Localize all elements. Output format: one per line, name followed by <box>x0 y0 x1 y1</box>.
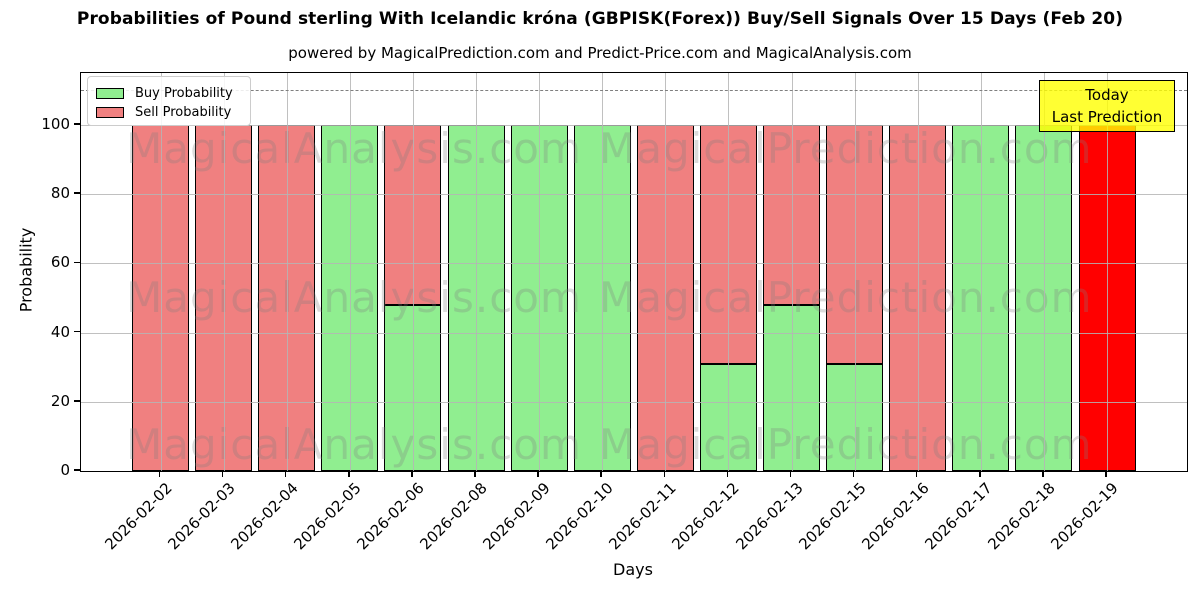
x-tick-mark <box>600 472 602 477</box>
chart-subtitle: powered by MagicalPrediction.com and Pre… <box>288 44 912 62</box>
x-tick-mark <box>348 472 350 477</box>
vertical-gridline <box>917 73 919 471</box>
x-tick-label: 2026-02-11 <box>605 479 681 554</box>
y-tick-label: 20 <box>50 391 70 410</box>
y-tick-mark <box>74 330 80 333</box>
x-tick-mark <box>158 472 161 477</box>
x-tick-label: 2026-02-04 <box>227 479 302 554</box>
vertical-gridline <box>728 73 730 471</box>
horizontal-gridline <box>81 401 1187 403</box>
today-annotation-box: Today Last Prediction <box>1039 80 1175 132</box>
legend: Buy Probability Sell Probability <box>87 76 251 126</box>
y-tick-mark <box>74 261 80 264</box>
x-tick-label: 2026-02-12 <box>668 479 744 554</box>
x-tick-mark <box>411 472 413 477</box>
x-tick-label: 2026-02-16 <box>858 479 933 554</box>
vertical-gridline <box>854 73 856 471</box>
vertical-gridline <box>476 73 477 471</box>
plot-area: MagicalAnalysis.com MagicalPrediction.com… <box>80 72 1188 472</box>
horizontal-gridline <box>81 125 1187 126</box>
x-tick-label: 2026-02-15 <box>794 479 870 554</box>
today-annotation-line1: Today <box>1085 85 1129 104</box>
x-tick-label: 2026-02-17 <box>921 479 996 554</box>
vertical-gridline <box>160 73 162 471</box>
y-tick-mark <box>74 469 80 471</box>
vertical-gridline <box>980 73 982 471</box>
vertical-gridline <box>1107 73 1108 471</box>
x-tick-mark <box>1105 472 1107 477</box>
x-tick-mark <box>221 472 224 477</box>
vertical-gridline <box>1043 73 1045 471</box>
vertical-gridline <box>539 73 541 471</box>
y-tick-mark <box>74 400 80 402</box>
x-tick-mark <box>789 472 792 477</box>
watermark-right: MagicalPrediction.com <box>599 273 1093 322</box>
horizontal-gridline <box>81 194 1187 196</box>
x-tick-label: 2026-02-08 <box>416 479 491 554</box>
x-tick-mark <box>537 472 539 477</box>
x-tick-label: 2026-02-19 <box>1047 479 1122 554</box>
legend-item-sell: Sell Probability <box>96 103 250 122</box>
x-axis-title: Days <box>613 560 653 579</box>
y-tick-mark <box>74 123 80 125</box>
y-tick-label: 0 <box>60 461 70 479</box>
y-tick-label: 40 <box>50 322 70 341</box>
horizontal-gridline <box>81 332 1187 334</box>
horizontal-gridline <box>81 263 1187 265</box>
y-tick-mark <box>74 192 80 194</box>
legend-item-buy: Buy Probability <box>96 84 250 103</box>
x-tick-mark <box>284 472 287 477</box>
today-annotation-line2: Last Prediction <box>1051 108 1163 126</box>
y-tick-label: 60 <box>50 253 70 272</box>
watermark-right: MagicalPrediction.com <box>599 420 1093 469</box>
y-tick-label: 100 <box>41 115 70 133</box>
buy-swatch-icon <box>96 88 124 99</box>
watermark-left: MagicalAnalysis.com <box>126 124 582 173</box>
x-tick-mark <box>726 472 729 477</box>
x-tick-label: 2026-02-09 <box>479 479 554 554</box>
watermark-right: MagicalPrediction.com <box>599 124 1093 173</box>
x-tick-label: 2026-02-06 <box>353 479 428 554</box>
legend-label-sell: Sell Probability <box>135 105 232 120</box>
grid-layer <box>81 73 1187 471</box>
watermark-layer: MagicalAnalysis.com MagicalPrediction.com… <box>81 73 1187 471</box>
sell-swatch-icon <box>96 107 124 118</box>
x-tick-mark <box>663 472 666 477</box>
x-tick-mark <box>474 472 476 477</box>
vertical-gridline <box>412 73 414 471</box>
x-tick-mark <box>852 472 855 477</box>
vertical-gridline <box>665 73 667 471</box>
vertical-gridline <box>349 73 351 471</box>
vertical-gridline <box>223 73 225 471</box>
x-tick-mark <box>915 472 918 477</box>
chart-title: Probabilities of Pound sterling With Ice… <box>76 9 1124 29</box>
watermark-left: MagicalAnalysis.com <box>126 420 582 469</box>
y-tick-label: 80 <box>50 184 70 203</box>
watermark-left: MagicalAnalysis.com <box>126 273 582 322</box>
vertical-gridline <box>286 73 288 471</box>
x-tick-label: 2026-02-13 <box>731 479 807 554</box>
x-tick-label: 2026-02-05 <box>290 479 365 554</box>
x-tick-label: 2026-02-03 <box>163 479 239 554</box>
x-tick-label: 2026-02-10 <box>542 479 617 554</box>
x-tick-mark <box>979 472 981 477</box>
vertical-gridline <box>602 73 604 471</box>
x-tick-label: 2026-02-18 <box>984 479 1059 554</box>
x-tick-label: 2026-02-02 <box>100 479 176 554</box>
dashed-reference-line <box>81 90 1187 92</box>
x-tick-mark <box>1042 472 1044 477</box>
legend-label-buy: Buy Probability <box>135 86 233 101</box>
vertical-gridline <box>791 73 793 471</box>
